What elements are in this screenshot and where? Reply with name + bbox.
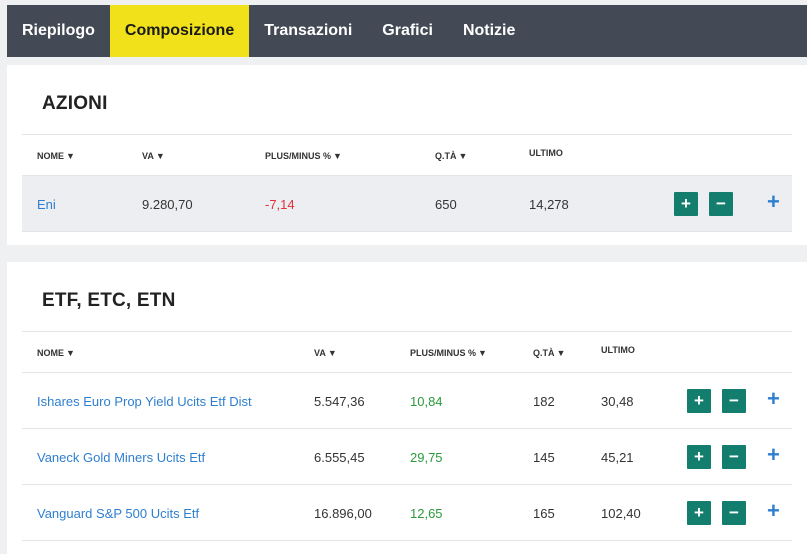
column-header-plusminus[interactable]: PLUS/MINUS % ▼: [265, 135, 342, 177]
va-value: 9.280,70: [142, 196, 193, 212]
va-value: 5.547,36: [314, 393, 365, 409]
table-header: NOME ▼ VA ▼ PLUS/MINUS % ▼ Q.TÀ ▼ ULTIMO: [22, 134, 792, 176]
ultimo-value: 45,21: [601, 449, 634, 465]
tab-transazioni[interactable]: Transazioni: [264, 22, 353, 39]
sort-arrow-icon: ▼: [458, 151, 468, 161]
remove-button[interactable]: −: [722, 445, 746, 469]
instrument-name-link[interactable]: Ishares Euro Prop Yield Ucits Etf Dist: [37, 393, 252, 409]
plusminus-value: 29,75: [410, 449, 443, 465]
column-header-va[interactable]: VA ▼: [314, 332, 337, 374]
add-button[interactable]: +: [687, 445, 711, 469]
qta-value: 182: [533, 393, 555, 409]
expand-icon[interactable]: +: [767, 442, 780, 467]
add-button[interactable]: +: [687, 389, 711, 413]
remove-button[interactable]: −: [722, 389, 746, 413]
column-header-qta[interactable]: Q.TÀ ▼: [533, 332, 565, 374]
column-label: PLUS/MINUS %: [410, 348, 477, 358]
etf-table: NOME ▼ VA ▼ PLUS/MINUS % ▼ Q.TÀ ▼ ULTIMO Ish…: [22, 331, 792, 541]
qta-value: 145: [533, 449, 555, 465]
instrument-name-link[interactable]: Vaneck Gold Miners Ucits Etf: [37, 449, 206, 465]
va-value: 6.555,45: [314, 449, 365, 465]
section-title: AZIONI: [42, 93, 108, 114]
table-header: NOME ▼ VA ▼ PLUS/MINUS % ▼ Q.TÀ ▼ ULTIMO: [22, 331, 792, 373]
ultimo-value: 102,40: [601, 505, 641, 521]
tab-notizie[interactable]: Notizie: [462, 22, 516, 39]
azioni-panel: AZIONI NOME ▼ VA ▼ PLUS/MINUS % ▼ Q.TÀ ▼ ULT…: [7, 65, 807, 245]
expand-icon[interactable]: +: [767, 189, 780, 214]
column-label: NOME: [37, 348, 64, 358]
plusminus-value: -7,14: [265, 196, 295, 212]
column-label: NOME: [37, 151, 64, 161]
instrument-name-link[interactable]: Vanguard S&P 500 Ucits Etf: [37, 505, 200, 521]
ultimo-value: 30,48: [601, 393, 634, 409]
table-row: Vanguard S&P 500 Ucits Etf 16.896,00 12,…: [22, 485, 792, 541]
section-title: ETF, ETC, ETN: [42, 290, 176, 311]
tab-riepilogo[interactable]: Riepilogo: [22, 22, 95, 39]
instrument-name-link[interactable]: Eni: [37, 196, 56, 212]
sort-arrow-icon: ▼: [66, 348, 75, 358]
plusminus-value: 12,65: [410, 505, 443, 521]
plusminus-value: 10,84: [410, 393, 443, 409]
column-header-nome[interactable]: NOME ▼: [37, 135, 75, 177]
remove-button[interactable]: −: [722, 501, 746, 525]
etf-panel: ETF, ETC, ETN NOME ▼ VA ▼ PLUS/MINUS % ▼ Q.…: [7, 262, 807, 554]
sort-arrow-icon: ▼: [327, 348, 337, 358]
tab-grafici[interactable]: Grafici: [382, 22, 433, 39]
table-row: Ishares Euro Prop Yield Ucits Etf Dist 5…: [22, 373, 792, 429]
table-row: Eni 9.280,70 -7,14 650 14,278 + − +: [22, 176, 792, 232]
column-label: VA: [142, 151, 154, 161]
tab-composizione[interactable]: Composizione: [109, 5, 250, 57]
add-button[interactable]: +: [674, 192, 698, 216]
sort-arrow-icon: ▼: [478, 348, 487, 358]
sort-arrow-icon: ▼: [556, 348, 566, 358]
remove-button[interactable]: −: [709, 192, 733, 216]
column-header-plusminus[interactable]: PLUS/MINUS % ▼: [410, 332, 487, 374]
qta-value: 165: [533, 505, 555, 521]
expand-icon[interactable]: +: [767, 386, 780, 411]
sort-arrow-icon: ▼: [333, 151, 342, 161]
add-button[interactable]: +: [687, 501, 711, 525]
column-label: Q.TÀ: [533, 348, 555, 358]
ultimo-value: 14,278: [529, 196, 569, 212]
expand-icon[interactable]: +: [767, 498, 780, 523]
column-header-ultimo: ULTIMO: [529, 148, 563, 158]
main-tabs: Riepilogo Composizione Transazioni Grafi…: [7, 5, 807, 57]
qta-value: 650: [435, 196, 457, 212]
va-value: 16.896,00: [314, 505, 372, 521]
column-header-nome[interactable]: NOME ▼: [37, 332, 75, 374]
sort-arrow-icon: ▼: [66, 151, 75, 161]
column-label: Q.TÀ: [435, 151, 457, 161]
column-label: VA: [314, 348, 326, 358]
table-row: Vaneck Gold Miners Ucits Etf 6.555,45 29…: [22, 429, 792, 485]
column-header-qta[interactable]: Q.TÀ ▼: [435, 135, 467, 177]
column-header-va[interactable]: VA ▼: [142, 135, 165, 177]
sort-arrow-icon: ▼: [155, 151, 165, 161]
azioni-table: NOME ▼ VA ▼ PLUS/MINUS % ▼ Q.TÀ ▼ ULTIMO Eni…: [22, 134, 792, 232]
column-header-ultimo: ULTIMO: [601, 345, 635, 355]
column-label: PLUS/MINUS %: [265, 151, 332, 161]
